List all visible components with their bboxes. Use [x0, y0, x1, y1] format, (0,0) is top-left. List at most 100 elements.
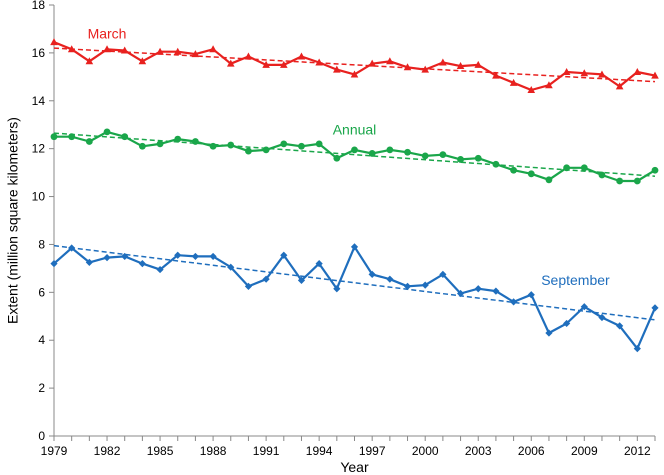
annual-point [50, 133, 58, 141]
march-point [67, 45, 76, 53]
annual-point [315, 140, 323, 148]
x-tick-label: 1991 [253, 444, 280, 458]
september-point [598, 313, 606, 322]
x-tick-label: 2006 [518, 444, 545, 458]
september-point [368, 270, 376, 278]
x-tick-label: 2009 [571, 444, 598, 458]
annual-point [457, 156, 464, 163]
march-point [262, 60, 270, 68]
annual-series-label: Annual [333, 121, 377, 137]
september-point [509, 298, 518, 306]
september-point [439, 270, 447, 278]
annual-point [633, 177, 641, 185]
x-tick-label: 1979 [41, 444, 68, 458]
march-point [527, 86, 536, 94]
y-axis-title: Extent (million square kilometers) [5, 117, 21, 324]
march-point [421, 65, 430, 73]
september-point [563, 319, 571, 328]
september-series-label: September [541, 272, 610, 288]
series-labels: March Annual September [88, 26, 610, 289]
annual-point [439, 151, 447, 159]
march-point [368, 59, 376, 67]
september-point [85, 258, 93, 267]
y-tick-label: 0 [38, 429, 45, 443]
september-point [350, 243, 359, 251]
september-point [121, 252, 129, 261]
march-point [545, 81, 553, 89]
september-point [616, 322, 624, 330]
march-series-line [53, 41, 656, 92]
annual-point [156, 140, 164, 148]
march-point [492, 71, 500, 79]
annual-point [580, 164, 588, 172]
september-point [633, 345, 641, 353]
x-tick-label: 2003 [465, 444, 492, 458]
x-tick-label: 1982 [94, 444, 121, 458]
annual-point [138, 142, 146, 150]
annual-point [616, 177, 624, 185]
march-point [120, 46, 129, 54]
september-point [227, 263, 235, 271]
annual-point [474, 154, 482, 162]
september-point [492, 287, 500, 295]
annual-point [192, 138, 199, 145]
september-point [651, 304, 659, 312]
march-point [315, 58, 323, 66]
march-point [173, 47, 182, 55]
x-tick-label: 2012 [624, 444, 651, 458]
annual-point [209, 142, 217, 150]
annual-point [545, 176, 553, 184]
september-point [138, 260, 146, 268]
y-tick-label: 16 [32, 46, 46, 60]
march-point [562, 68, 571, 76]
annual-point [386, 146, 394, 154]
september-point [297, 276, 306, 284]
march-point [580, 69, 589, 77]
x-tick-label: 1994 [306, 444, 333, 458]
x-tick-label: 1985 [147, 444, 174, 458]
march-point [209, 45, 217, 53]
march-point [297, 52, 306, 60]
september-point [386, 275, 394, 283]
annual-point [121, 133, 129, 141]
march-point [85, 57, 94, 65]
march-point [350, 70, 359, 78]
annual-point [598, 171, 606, 179]
march-point [279, 60, 288, 68]
annual-point [651, 166, 659, 174]
march-point [474, 60, 483, 68]
annual-point [174, 135, 182, 143]
x-tick-label: 2000 [412, 444, 439, 458]
september-point [333, 285, 341, 293]
annual-point [351, 146, 358, 154]
annual-point [368, 150, 376, 157]
annual-point [527, 170, 535, 178]
march-point [386, 57, 394, 65]
annual-point [280, 140, 288, 148]
march-series-label: March [88, 26, 127, 42]
september-point [262, 275, 270, 283]
y-tick-label: 18 [32, 0, 46, 12]
september-point [315, 260, 323, 268]
annual-point [404, 148, 411, 156]
september-point [456, 289, 465, 298]
march-point [138, 57, 147, 65]
march-point [226, 59, 235, 67]
x-tick-label: 1988 [200, 444, 227, 458]
march-point [191, 50, 200, 58]
series-group [50, 38, 659, 353]
september-point [191, 252, 200, 261]
march-point [403, 63, 412, 71]
y-tick-label: 8 [38, 237, 45, 251]
september-point [209, 252, 217, 261]
september-point [421, 281, 429, 289]
march-point [456, 62, 465, 70]
y-tick-label: 6 [38, 285, 45, 299]
march-point [633, 68, 642, 76]
annual-point [68, 133, 76, 141]
september-point [68, 244, 76, 252]
september-point [103, 254, 111, 262]
annual-point [103, 128, 111, 136]
march-point [439, 58, 447, 66]
